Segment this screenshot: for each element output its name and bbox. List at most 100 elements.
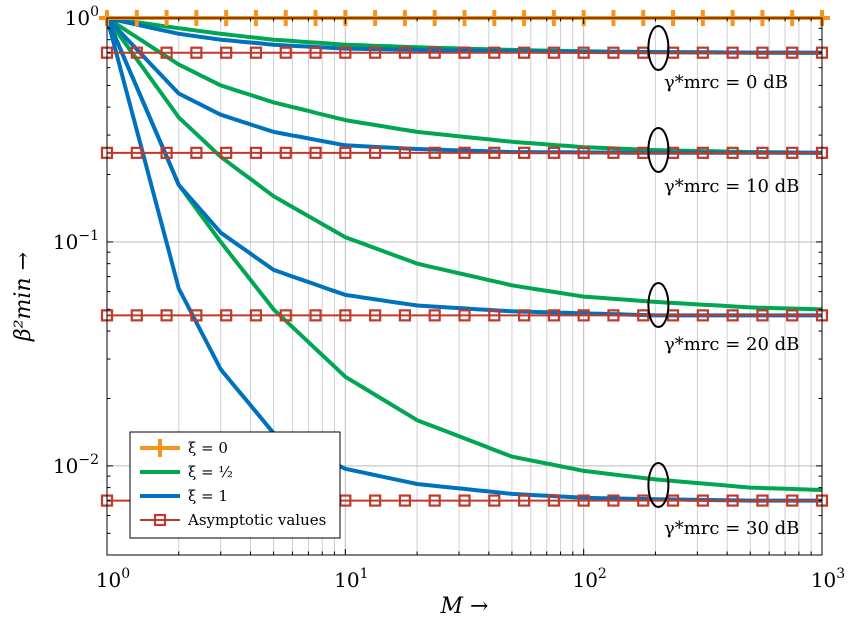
series-asymptotic-marker [666, 494, 680, 507]
series-asymptotic-marker [786, 46, 799, 59]
group-ellipse [647, 25, 670, 71]
series-asymptotic-marker [398, 146, 412, 159]
x-axis-label: M → [440, 594, 489, 619]
series-asymptotic-marker [249, 46, 263, 59]
series-asymptotic-marker [786, 309, 799, 322]
series-asymptotic-marker [428, 46, 441, 59]
series-asymptotic-marker [190, 309, 203, 322]
annotation-ellipses [647, 25, 670, 508]
plot-frame [106, 17, 823, 556]
y-tick-label: 10−2 [53, 452, 99, 478]
series-asymptotic-marker [339, 46, 352, 59]
series-asymptotic-marker [279, 146, 292, 159]
series-asymptotic-marker [607, 309, 620, 322]
series-asymptotic-marker [607, 146, 620, 159]
series-asymptotic-marker [309, 309, 322, 322]
annotations: γ*mrc = 0 dB γ*mrc = 10 dB γ*mrc = 20 dB γ*… [664, 72, 799, 539]
series-asymptotic-marker [220, 46, 233, 59]
legend: ξ = 0 ξ = ½ ξ = 1 Asymptotic values [129, 431, 341, 539]
series-asymptotic-marker [428, 146, 441, 159]
series-asymptotic-marker [458, 46, 471, 59]
series-asymptotic-marker [696, 494, 709, 507]
series-asymptotic-marker [190, 46, 203, 59]
snr-annotation: γ*mrc = 0 dB [664, 72, 788, 93]
series-asymptotic-marker [369, 146, 382, 159]
group-ellipse [647, 127, 670, 173]
series-asymptotic-marker [339, 309, 352, 322]
series-asymptotic-marker [339, 146, 352, 159]
series-asymptotic-marker [160, 46, 173, 59]
series-asymptotic-marker [637, 309, 650, 322]
series-asymptotic-marker [279, 309, 292, 322]
series-asymptotic-marker [517, 309, 531, 322]
series-asymptotic-marker [130, 309, 143, 322]
legend-label: ξ = 1 [188, 487, 228, 505]
snr-annotation: γ*mrc = 20 dB [664, 334, 799, 355]
series-asymptotic-marker [547, 309, 560, 322]
series-asymptotic-marker [786, 494, 799, 507]
series-asymptotic-marker [369, 494, 382, 507]
legend-label: ξ = 0 [188, 439, 228, 457]
series-asymptotic-marker [726, 309, 739, 322]
series-asymptotic-marker [786, 146, 799, 159]
series-asymptotic-marker [398, 494, 412, 507]
series-asymptotic-marker [547, 494, 560, 507]
series-asymptotic-marker [130, 46, 143, 59]
series-xi-half-line [105, 16, 823, 312]
y-tick-label: 100 [65, 4, 99, 30]
series-asymptotic-marker [488, 309, 501, 322]
series-asymptotic-marker [428, 494, 441, 507]
legend-label: ξ = ½ [188, 463, 233, 481]
series-asymptotic-marker [577, 494, 590, 507]
x-tick-label: 103 [811, 566, 845, 592]
series-asymptotic-marker [517, 46, 531, 59]
series-asymptotic-marker [428, 309, 441, 322]
series-xi-half-line [105, 17, 823, 492]
x-tick-label: 102 [572, 566, 606, 592]
series-asymptotic-marker [637, 494, 650, 507]
x-tick-label: 100 [96, 566, 130, 592]
series-asymptotic-marker [726, 46, 739, 59]
y-axis-label: β²min → [11, 252, 36, 342]
snr-annotation: γ*mrc = 30 dB [664, 518, 799, 539]
series-asymptotic-marker [696, 46, 709, 59]
series-asymptotic-marker [607, 46, 620, 59]
series-asymptotic-marker [220, 309, 233, 322]
group-ellipse [647, 462, 670, 508]
series-asymptotic-marker [577, 146, 590, 159]
series-asymptotic-marker [726, 494, 739, 507]
series-asymptotic-marker [607, 494, 620, 507]
series-asymptotic-marker [517, 146, 531, 159]
series-asymptotic-marker [696, 146, 709, 159]
series-asymptotic-marker [517, 494, 531, 507]
series-asymptotic-marker [547, 146, 560, 159]
series-asymptotic-marker [458, 146, 471, 159]
series-asymptotic-marker [756, 309, 769, 322]
series-asymptotic-marker [249, 146, 263, 159]
legend-marker [153, 513, 167, 527]
series-asymptotic-marker [398, 46, 412, 59]
legend-label: Asymptotic values [187, 511, 326, 529]
series-asymptotic-marker [160, 309, 173, 322]
series-asymptotic-marker [756, 46, 769, 59]
series-asymptotic-marker [249, 309, 263, 322]
series-asymptotic-marker [309, 46, 322, 59]
y-tick-label: 10−1 [53, 228, 99, 254]
group-ellipse [647, 282, 670, 328]
series-asymptotic-marker [756, 494, 769, 507]
axis-ticks: 100 101 102 103 100 10−1 10−2 [53, 4, 845, 592]
series-asymptotic-marker [726, 146, 739, 159]
series-asymptotic-marker [458, 494, 471, 507]
series-asymptotic-marker [369, 309, 382, 322]
series-xi-1-line [105, 17, 822, 318]
snr-annotation: γ*mrc = 10 dB [664, 176, 799, 197]
series-asymptotic-marker [190, 146, 203, 159]
x-tick-label: 101 [334, 566, 368, 592]
series-asymptotic-marker [547, 46, 560, 59]
series-asymptotic-marker [756, 146, 769, 159]
series-asymptotic-marker [577, 309, 590, 322]
series-asymptotic-marker [696, 309, 709, 322]
series-asymptotic-marker [577, 46, 590, 59]
series-asymptotic-marker [488, 46, 501, 59]
series-asymptotic-marker [458, 309, 471, 322]
